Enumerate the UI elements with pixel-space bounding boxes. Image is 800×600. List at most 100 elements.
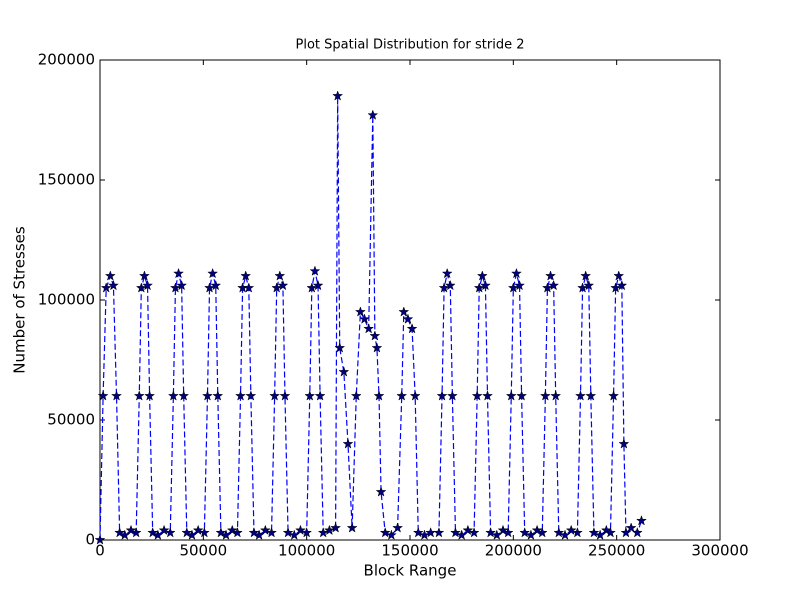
data-point — [441, 267, 453, 279]
data-point — [204, 282, 216, 293]
data-point — [130, 527, 142, 538]
data-point — [107, 279, 119, 291]
data-point — [144, 390, 156, 401]
data-point — [279, 390, 291, 401]
data-point — [330, 522, 342, 533]
data-point — [363, 323, 375, 334]
data-point — [396, 390, 408, 401]
data-point — [375, 486, 387, 497]
x-tick-label: 250000 — [588, 542, 645, 560]
data-point — [350, 390, 362, 401]
x-tick-label: 150000 — [381, 542, 438, 560]
data-point — [317, 527, 329, 538]
data-point — [436, 390, 448, 401]
data-point — [125, 524, 137, 536]
data-point — [346, 522, 358, 533]
data-point — [571, 527, 583, 538]
data-point — [471, 390, 483, 401]
data-point — [138, 270, 150, 281]
data-point — [231, 527, 243, 538]
data-point — [259, 524, 271, 536]
data-point — [476, 270, 488, 281]
data-point — [142, 279, 154, 291]
data-point — [226, 524, 238, 536]
data-point — [215, 527, 227, 538]
data-point — [580, 270, 592, 281]
data-point — [575, 390, 586, 401]
data-point — [201, 390, 213, 401]
data-point — [446, 390, 458, 401]
data-point — [274, 270, 286, 281]
x-tick-label: 300000 — [691, 542, 748, 560]
data-point — [585, 390, 597, 401]
data-point — [207, 267, 219, 279]
y-tick-label: 200000 — [38, 51, 95, 69]
data-point — [398, 306, 410, 317]
data-point — [173, 267, 185, 279]
data-point — [210, 279, 222, 291]
data-point — [277, 279, 289, 291]
data-point — [169, 282, 181, 293]
data-point — [100, 282, 112, 293]
data-point — [332, 90, 344, 101]
y-axis-label: Number of Stresses — [11, 226, 29, 374]
data-point — [104, 270, 116, 281]
x-axis-label: Block Range — [364, 562, 457, 580]
data-point — [618, 438, 630, 449]
data-point — [433, 527, 445, 538]
data-point — [541, 282, 553, 293]
data-point — [245, 390, 257, 401]
data-point — [164, 527, 176, 538]
data-point — [613, 270, 625, 281]
data-point — [371, 342, 383, 353]
data-point — [111, 390, 123, 401]
data-point — [536, 527, 548, 538]
x-tick-label: 200000 — [485, 542, 542, 560]
data-point — [565, 524, 577, 536]
data-point — [271, 282, 283, 293]
data-point — [212, 390, 224, 401]
data-point — [539, 390, 551, 401]
data-point — [583, 279, 595, 291]
data-point — [312, 279, 324, 291]
data-point — [482, 390, 493, 401]
data-point — [409, 390, 421, 401]
data-point — [553, 527, 565, 538]
data-point — [485, 527, 497, 538]
data-point — [610, 282, 622, 293]
data-point — [516, 390, 528, 401]
data-point — [635, 515, 647, 526]
data-point — [135, 282, 147, 293]
y-tick-label: 50000 — [47, 411, 95, 429]
data-point — [354, 306, 366, 317]
data-point — [438, 282, 450, 293]
data-point — [367, 109, 379, 120]
data-point — [631, 527, 643, 538]
data-point — [94, 534, 106, 545]
data-point — [473, 282, 485, 293]
data-point — [248, 527, 260, 538]
data-point — [266, 527, 278, 538]
data-point — [304, 390, 316, 401]
data-point — [243, 282, 255, 293]
data-point — [198, 527, 210, 538]
data-point — [181, 527, 193, 538]
data-point — [616, 279, 628, 291]
x-tick-label: 100000 — [278, 542, 335, 560]
data-point — [462, 524, 474, 536]
data-point — [392, 522, 404, 533]
data-point — [604, 527, 616, 538]
data-point — [402, 313, 414, 324]
data-point — [548, 279, 560, 291]
data-point — [406, 323, 418, 334]
data-point — [334, 342, 346, 353]
data-point — [133, 390, 145, 401]
data-point — [338, 366, 350, 377]
data-point — [468, 527, 480, 538]
data-point — [497, 524, 509, 536]
data-point — [550, 390, 562, 401]
data-point — [608, 390, 620, 401]
data-point — [147, 527, 159, 538]
